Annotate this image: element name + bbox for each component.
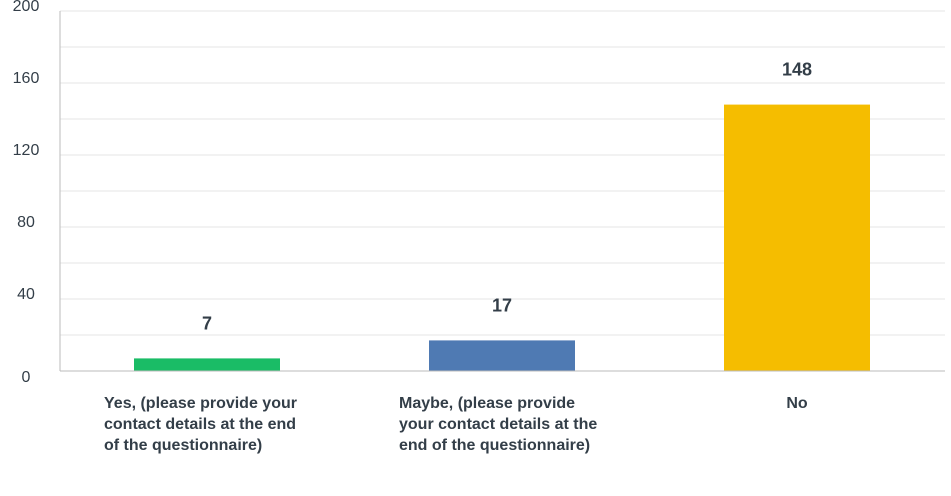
bar-value-label: 17	[492, 295, 512, 315]
x-category-label: Maybe, (please provide your contact deta…	[399, 395, 598, 454]
x-category-label: Yes, (please provide your contact detail…	[104, 395, 297, 454]
bar-value-label: 148	[782, 60, 812, 80]
bar	[134, 358, 280, 371]
bar	[724, 104, 870, 371]
y-tick-label: 160	[13, 70, 40, 87]
bar-value-label: 7	[202, 313, 212, 333]
y-tick-label: 0	[22, 369, 31, 386]
x-category-label: No	[786, 395, 808, 412]
y-tick-label: 200	[13, 0, 40, 15]
y-tick-label: 80	[17, 214, 35, 231]
y-tick-label: 120	[13, 142, 40, 159]
bar	[429, 340, 575, 371]
y-tick-label: 40	[17, 286, 35, 303]
